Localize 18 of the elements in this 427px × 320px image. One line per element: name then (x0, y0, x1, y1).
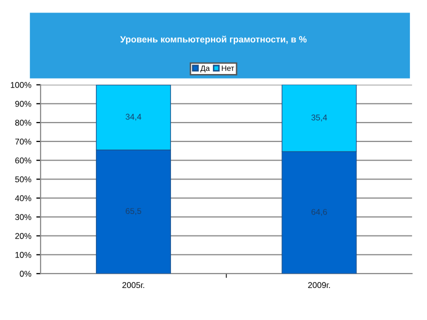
chart-title: Уровень компьютерной грамотности, в % (120, 36, 307, 44)
y-tick-label: 50% (15, 176, 32, 182)
data-label: 34,4 (126, 114, 142, 121)
y-tick-label: 30% (15, 214, 32, 220)
y-tick-label: 10% (15, 252, 32, 258)
y-tick-label: 0% (20, 270, 32, 277)
y-tick-label: 100% (10, 82, 32, 88)
x-tick-label: 2005г. (122, 282, 144, 288)
y-tick-label: 80% (15, 120, 32, 126)
y-tick-label: 70% (15, 138, 32, 145)
y-tick-label: 60% (15, 158, 32, 164)
y-tick-label: 90% (15, 100, 32, 107)
data-label: 65,5 (126, 208, 142, 215)
x-tick-label: 2009г. (308, 282, 330, 288)
y-tick-label: 20% (15, 233, 32, 239)
y-tick-label: 40% (15, 195, 32, 202)
data-label: 64,6 (311, 208, 327, 216)
data-label: 35,4 (311, 114, 328, 122)
